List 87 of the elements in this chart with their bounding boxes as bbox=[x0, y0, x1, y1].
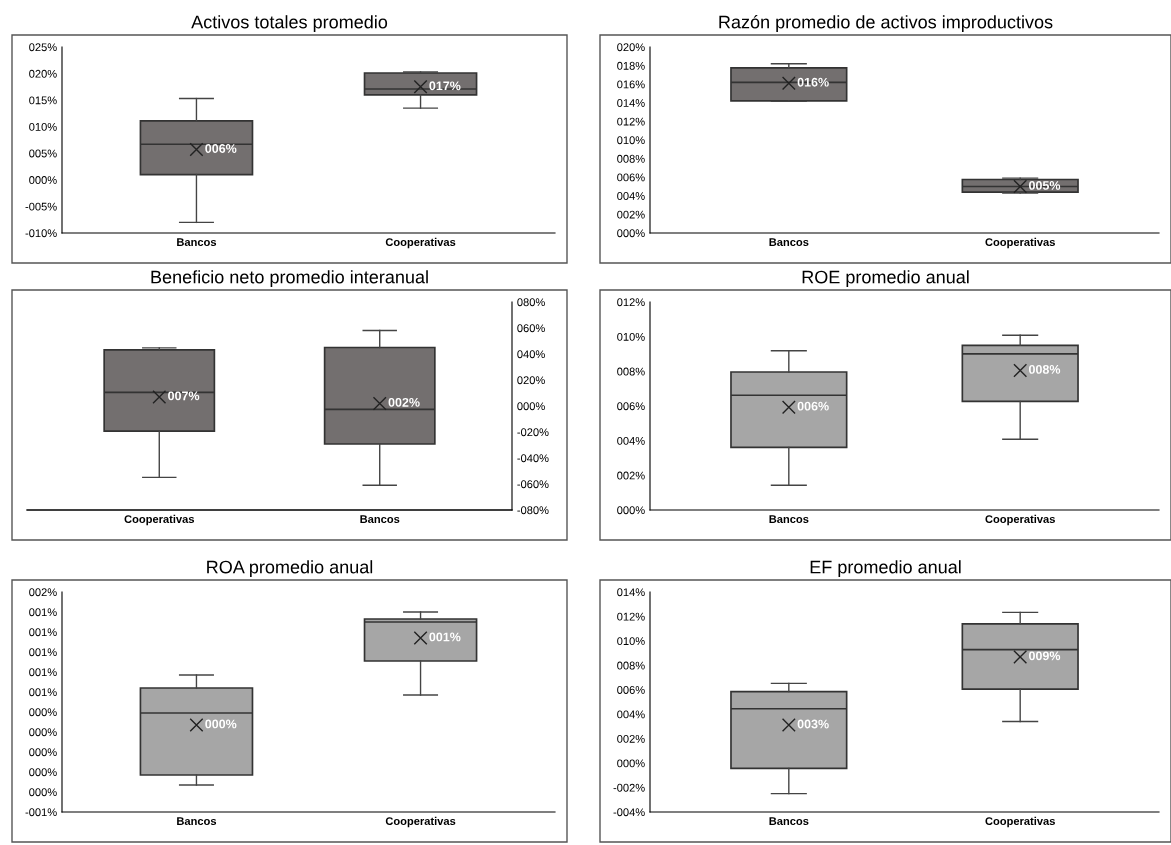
chart-title: ROA promedio anual bbox=[207, 560, 373, 577]
y-tick-label: 018% bbox=[617, 61, 645, 70]
y2-tick-label: -060% bbox=[517, 480, 549, 489]
y-tick-label: 008% bbox=[617, 367, 645, 376]
y-tick-label: 000% bbox=[29, 748, 57, 757]
chart-title: ROE promedio anual bbox=[802, 270, 969, 287]
x-tick-label: Cooperativas bbox=[124, 514, 195, 526]
annotation: 000% bbox=[205, 719, 237, 729]
y-tick-label: 020% bbox=[617, 43, 645, 52]
y-tick-label: 008% bbox=[617, 661, 645, 670]
y2-tick-label: 060% bbox=[517, 324, 545, 333]
y-tick-label: 010% bbox=[29, 122, 57, 131]
y2-tick-label: -040% bbox=[517, 454, 549, 463]
x-tick-label: Bancos bbox=[769, 238, 809, 247]
chart-title: Activos totales promedio bbox=[191, 15, 388, 32]
annotation: 005% bbox=[1029, 181, 1061, 190]
y-tick-label: 012% bbox=[617, 298, 645, 307]
annotation: 007% bbox=[168, 391, 200, 401]
y-tick-label: 020% bbox=[29, 69, 57, 78]
y-tick-label: -004% bbox=[613, 808, 645, 817]
x-tick-label: Cooperativas bbox=[985, 237, 1055, 249]
y2-tick-label: 080% bbox=[517, 298, 545, 307]
x-tick-label: Bancos bbox=[769, 515, 809, 524]
y-tick-label: 004% bbox=[617, 436, 645, 445]
y-tick-label: 000% bbox=[29, 708, 57, 717]
y-tick-label: -001% bbox=[25, 808, 57, 817]
chart-title: Beneficio neto promedio interanual bbox=[151, 270, 428, 287]
y-tick-label: 015% bbox=[29, 96, 57, 105]
y-tick-label: 014% bbox=[617, 99, 645, 107]
chart-title: Razón promedio de activos improductivos bbox=[719, 14, 1053, 32]
x-tick-label: Bancos bbox=[360, 515, 400, 524]
y-tick-label: -010% bbox=[25, 229, 57, 238]
y-tick-label: 000% bbox=[29, 788, 57, 797]
y-tick-label: 000% bbox=[29, 176, 57, 184]
y-tick-label: -002% bbox=[613, 783, 645, 792]
y-tick-label: 001% bbox=[29, 628, 57, 637]
y-tick-label: 014% bbox=[617, 588, 645, 597]
annotation: 016% bbox=[797, 77, 829, 87]
y-tick-label: 001% bbox=[29, 648, 57, 657]
y-tick-label: 000% bbox=[617, 229, 645, 238]
y-tick-label: 000% bbox=[617, 759, 645, 768]
y-tick-label: -005% bbox=[25, 202, 57, 211]
y-tick-label: 000% bbox=[617, 506, 645, 515]
y-tick-label: 002% bbox=[29, 588, 57, 597]
y2-tick-label: 000% bbox=[517, 402, 545, 411]
y-tick-label: 010% bbox=[617, 332, 645, 341]
y-tick-label: 025% bbox=[29, 43, 57, 52]
y-tick-label: 001% bbox=[29, 608, 57, 617]
y-tick-label: 006% bbox=[617, 686, 645, 694]
annotation: 001% bbox=[429, 632, 461, 642]
y-tick-label: 004% bbox=[617, 192, 645, 200]
x-tick-label: Bancos bbox=[177, 238, 217, 247]
y-tick-label: 004% bbox=[617, 710, 645, 719]
x-tick-label: Cooperativas bbox=[985, 514, 1055, 526]
annotation: 006% bbox=[797, 401, 829, 411]
y-tick-label: 016% bbox=[617, 80, 645, 89]
y2-tick-label: 020% bbox=[517, 376, 545, 385]
y-tick-label: 012% bbox=[617, 612, 645, 621]
y2-tick-label: -080% bbox=[517, 506, 549, 515]
y2-tick-label: -020% bbox=[517, 428, 549, 437]
chart-title: EF promedio anual bbox=[810, 560, 961, 577]
annotation: 008% bbox=[1029, 364, 1061, 374]
y-tick-label: 008% bbox=[617, 154, 645, 163]
y-tick-label: 001% bbox=[29, 668, 57, 677]
y-tick-label: 006% bbox=[617, 402, 645, 411]
y-tick-label: 010% bbox=[617, 136, 645, 145]
y-tick-label: 002% bbox=[617, 210, 645, 219]
y-tick-label: 002% bbox=[617, 734, 645, 743]
y-tick-label: 006% bbox=[617, 173, 645, 182]
y-tick-label: 001% bbox=[29, 688, 57, 697]
annotation: 017% bbox=[429, 81, 461, 91]
y-tick-label: 000% bbox=[29, 728, 57, 737]
x-tick-label: Bancos bbox=[177, 817, 217, 826]
y-tick-label: 000% bbox=[29, 768, 57, 777]
x-tick-label: Cooperativas bbox=[385, 816, 456, 828]
x-tick-label: Cooperativas bbox=[985, 816, 1055, 828]
annotation: 006% bbox=[205, 144, 237, 153]
y-tick-label: 005% bbox=[29, 149, 57, 158]
y-tick-label: 012% bbox=[617, 117, 645, 126]
annotation: 002% bbox=[388, 397, 420, 407]
x-tick-label: Bancos bbox=[769, 817, 809, 826]
y-tick-label: 010% bbox=[617, 637, 645, 646]
y2-tick-label: 040% bbox=[517, 350, 545, 359]
x-tick-label: Cooperativas bbox=[385, 237, 456, 249]
annotation: 003% bbox=[797, 719, 829, 729]
y-tick-label: 002% bbox=[617, 471, 645, 480]
annotation: 009% bbox=[1029, 651, 1061, 661]
